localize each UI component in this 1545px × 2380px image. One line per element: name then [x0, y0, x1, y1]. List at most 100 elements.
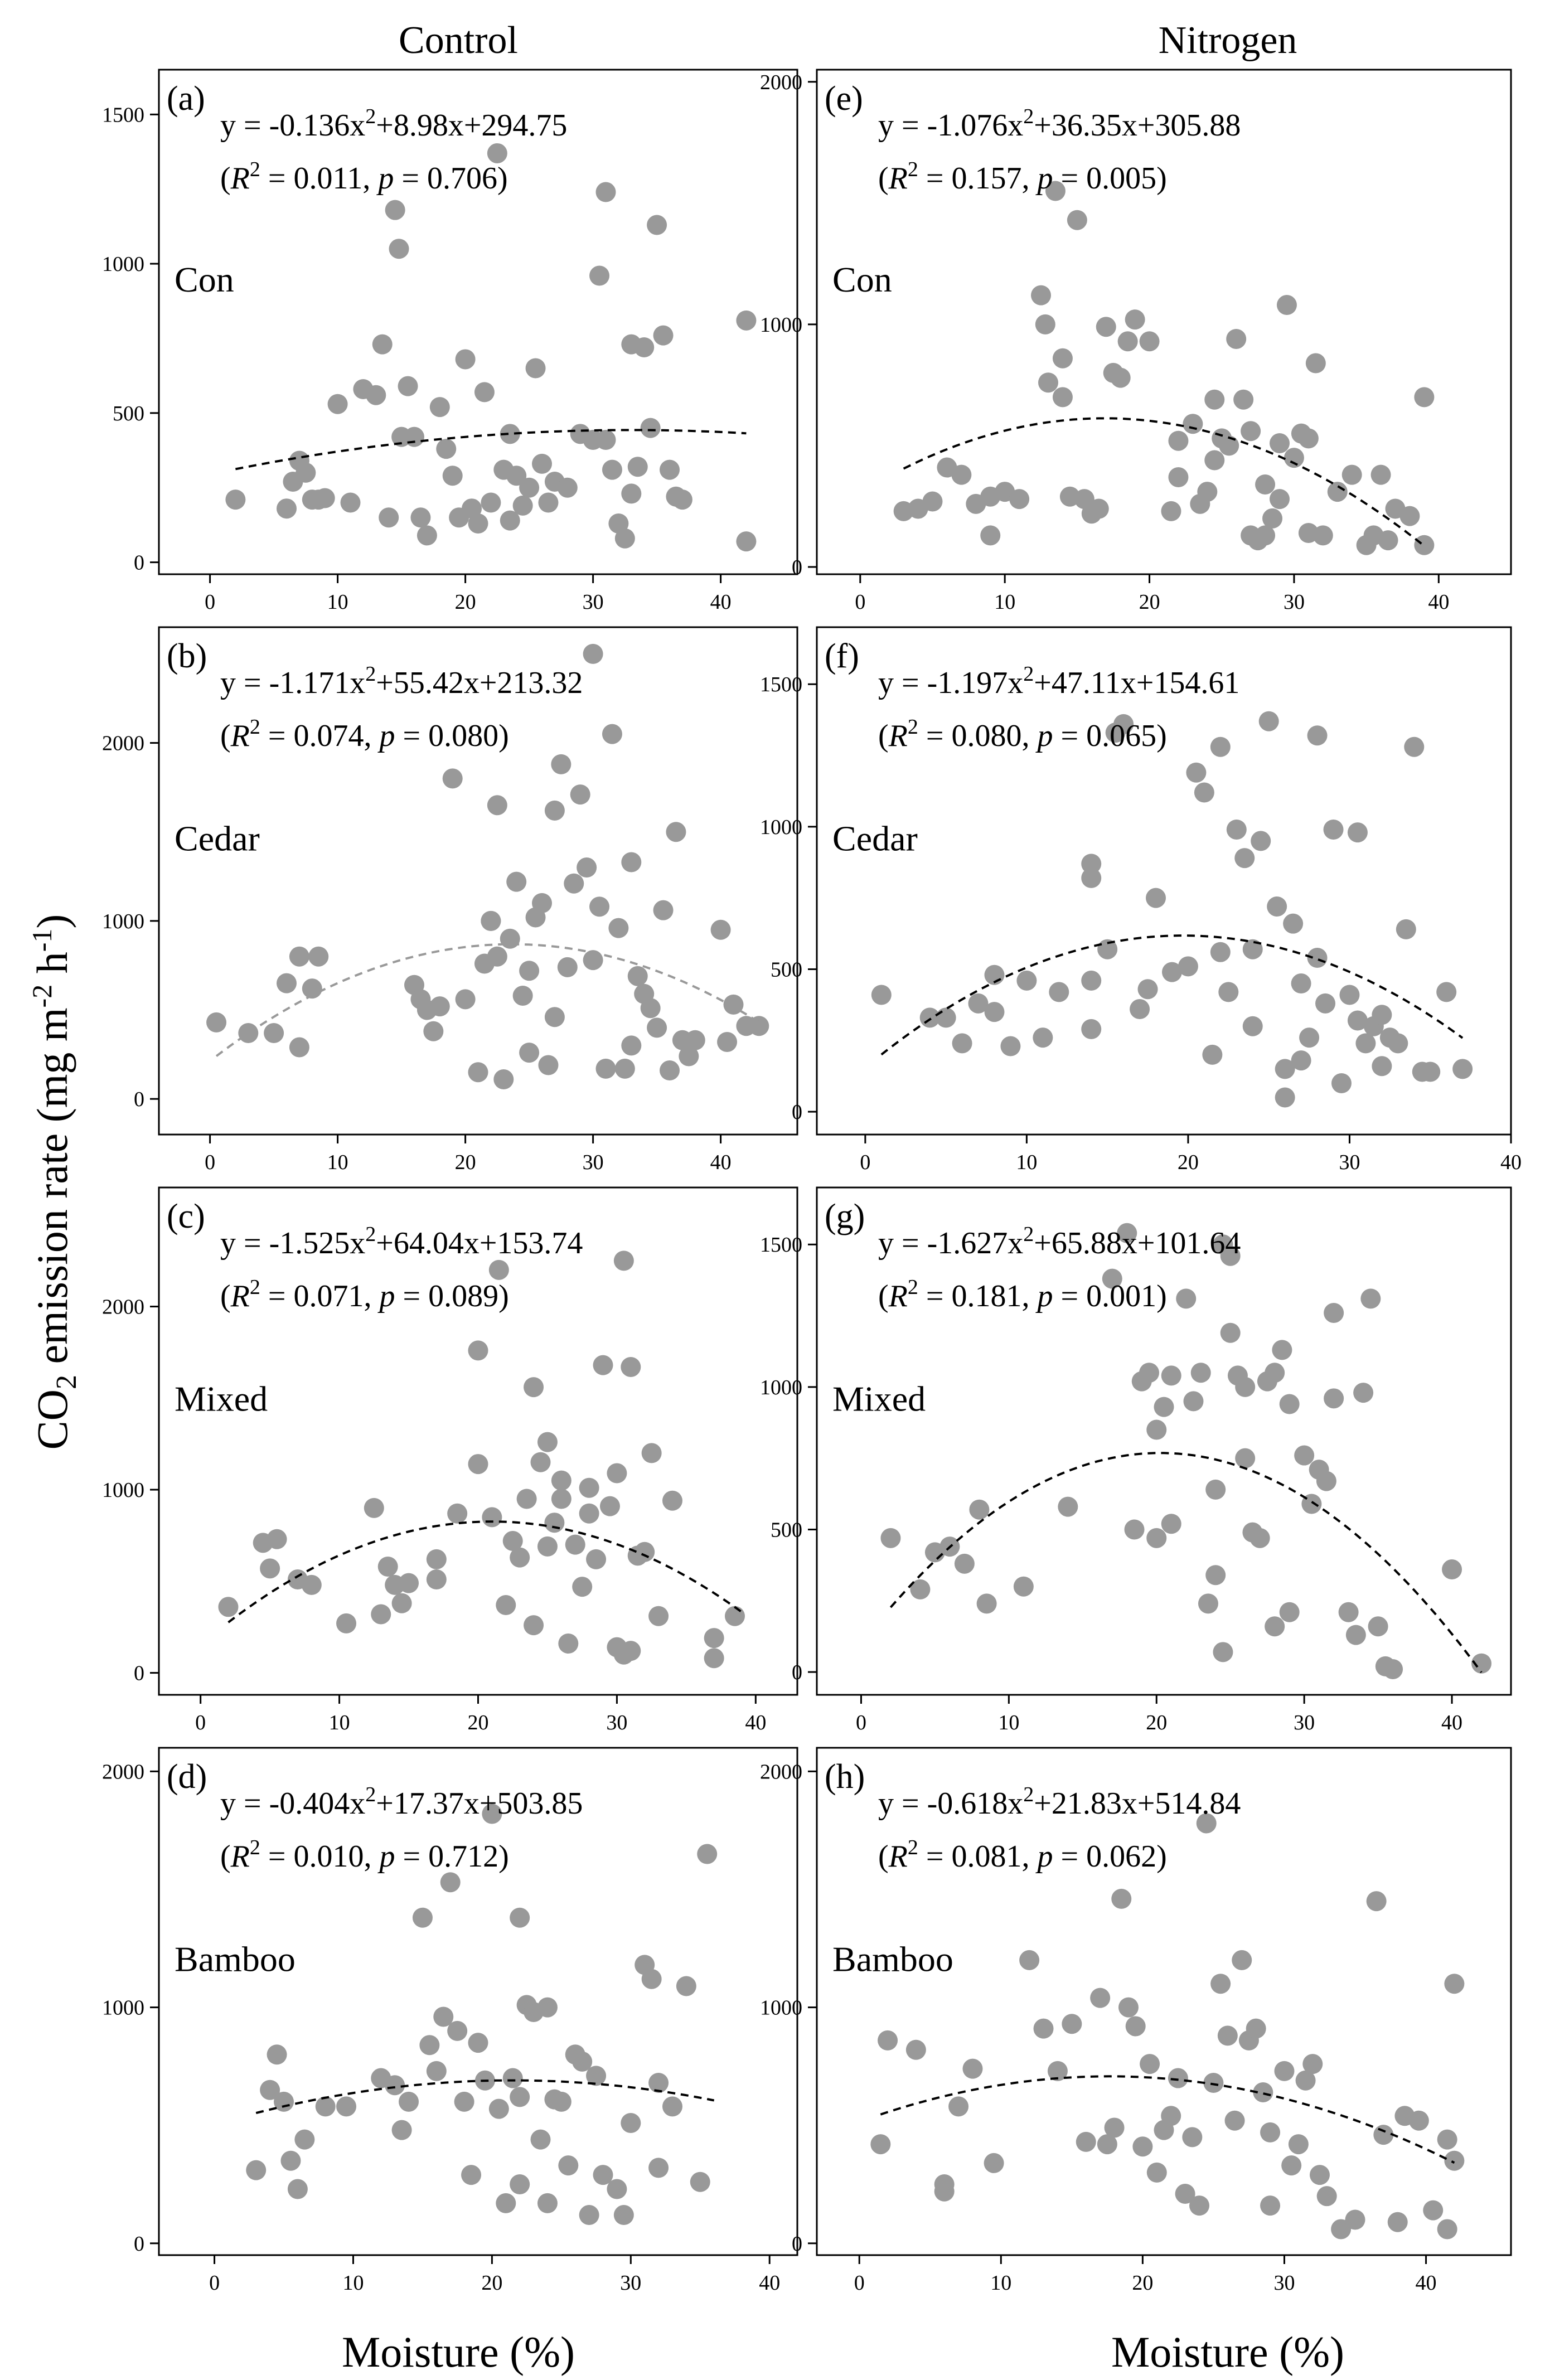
data-point — [537, 1536, 558, 1557]
x-tick-label: 0 — [860, 1151, 870, 1174]
group-label: Bamboo — [832, 1939, 953, 1979]
y-tick-label: 2000 — [760, 1760, 802, 1783]
stats-comma: , — [1021, 719, 1037, 753]
data-point — [627, 966, 648, 986]
data-point — [1183, 1391, 1204, 1412]
data-point — [1146, 888, 1166, 908]
data-point — [1210, 1974, 1231, 1994]
stats-r2-value: 0.080 — [951, 719, 1021, 753]
stats-r2-value: 0.157 — [951, 161, 1021, 196]
data-point — [557, 477, 578, 498]
data-point — [1345, 2209, 1365, 2230]
y-tick-label: 1000 — [760, 1376, 802, 1399]
data-point — [1088, 498, 1109, 519]
data-point — [685, 1030, 705, 1050]
x-tick-label: 30 — [620, 2271, 641, 2295]
data-point — [1081, 867, 1102, 888]
equation-exponent: 2 — [365, 662, 376, 686]
data-point — [595, 1058, 616, 1079]
data-point — [416, 525, 437, 546]
data-point — [516, 1489, 537, 1509]
fit-equation: y = -0.136x2+8.98x+294.75 — [220, 105, 567, 143]
x-tick-label: 10 — [327, 590, 348, 614]
data-point — [952, 1033, 972, 1054]
data-point — [1198, 1593, 1218, 1614]
data-point — [468, 1062, 488, 1083]
data-point — [1444, 2150, 1465, 2171]
equation-exponent: 2 — [365, 105, 376, 128]
panel-label: (a) — [167, 80, 205, 118]
data-point — [1368, 1616, 1388, 1637]
data-point — [442, 768, 463, 789]
data-point — [1009, 489, 1030, 510]
data-point — [565, 1534, 585, 1555]
data-point — [218, 1597, 239, 1617]
data-point — [525, 358, 546, 379]
data-point — [267, 1529, 287, 1549]
stats-paren-open: ( — [878, 1839, 889, 1874]
x-tick-label: 30 — [1273, 2271, 1295, 2295]
x-tick-label: 40 — [710, 590, 732, 614]
data-point — [296, 462, 316, 483]
x-tick-label: 30 — [583, 590, 604, 614]
data-point — [640, 418, 661, 438]
data-point — [1379, 1027, 1400, 1048]
x-tick-label: 20 — [455, 1151, 476, 1174]
data-point — [544, 1513, 565, 1533]
stats-p-value: 0.706 — [427, 161, 497, 196]
data-point — [954, 1553, 975, 1574]
data-point — [1253, 2082, 1273, 2102]
data-point — [455, 349, 476, 370]
x-tick-label: 40 — [1500, 1151, 1522, 1174]
data-point — [433, 2006, 454, 2027]
data-point — [1251, 831, 1271, 851]
data-point — [583, 950, 603, 971]
stats-p-value: 0.001 — [1086, 1279, 1156, 1313]
data-point — [1124, 1519, 1145, 1540]
data-point — [602, 459, 622, 480]
data-point — [583, 643, 603, 664]
data-point — [1217, 2025, 1238, 2046]
data-point — [1000, 1036, 1021, 1056]
stats-r-exponent: 2 — [908, 158, 918, 181]
fit-equation: y = -1.197x2+47.11x+154.61 — [878, 662, 1239, 700]
data-point — [1118, 1997, 1139, 2018]
data-point — [1265, 1363, 1285, 1383]
x-tick-label: 10 — [1016, 1151, 1037, 1174]
equation-rest: +64.04x+153.74 — [376, 1226, 583, 1261]
data-point — [641, 1969, 662, 1989]
equation-rest: +65.88x+101.64 — [1034, 1226, 1241, 1261]
data-point — [530, 2129, 551, 2150]
data-point — [468, 1340, 488, 1361]
data-point — [389, 239, 409, 259]
data-point — [1058, 1496, 1078, 1517]
x-tick-label: 30 — [1284, 590, 1305, 614]
data-point — [1204, 450, 1225, 471]
data-point — [429, 996, 450, 1017]
data-point — [922, 491, 943, 512]
data-point — [1274, 2061, 1295, 2081]
data-point — [500, 510, 520, 531]
data-point — [1097, 2134, 1117, 2155]
data-point — [372, 334, 393, 355]
data-point — [1183, 414, 1203, 434]
data-point — [976, 1593, 997, 1614]
y-tick-label: 0 — [134, 551, 144, 575]
stats-r-symbol: R — [888, 1839, 908, 1874]
data-point — [968, 993, 989, 1014]
data-point — [648, 1606, 669, 1626]
stats-paren-close: ) — [1156, 1839, 1167, 1874]
data-point — [1452, 1059, 1473, 1079]
data-point — [308, 946, 329, 967]
data-point — [586, 2066, 607, 2086]
data-point — [1067, 210, 1087, 230]
data-point — [572, 1577, 593, 1597]
y-tick-label: 1000 — [102, 1479, 144, 1502]
data-point — [391, 1593, 412, 1613]
stats-paren-open: ( — [220, 719, 231, 753]
stats-paren-open: ( — [220, 161, 231, 196]
data-point — [1194, 782, 1214, 803]
data-point — [572, 2051, 593, 2072]
data-point — [648, 2158, 669, 2178]
stats-p-symbol: p — [1035, 1279, 1053, 1313]
